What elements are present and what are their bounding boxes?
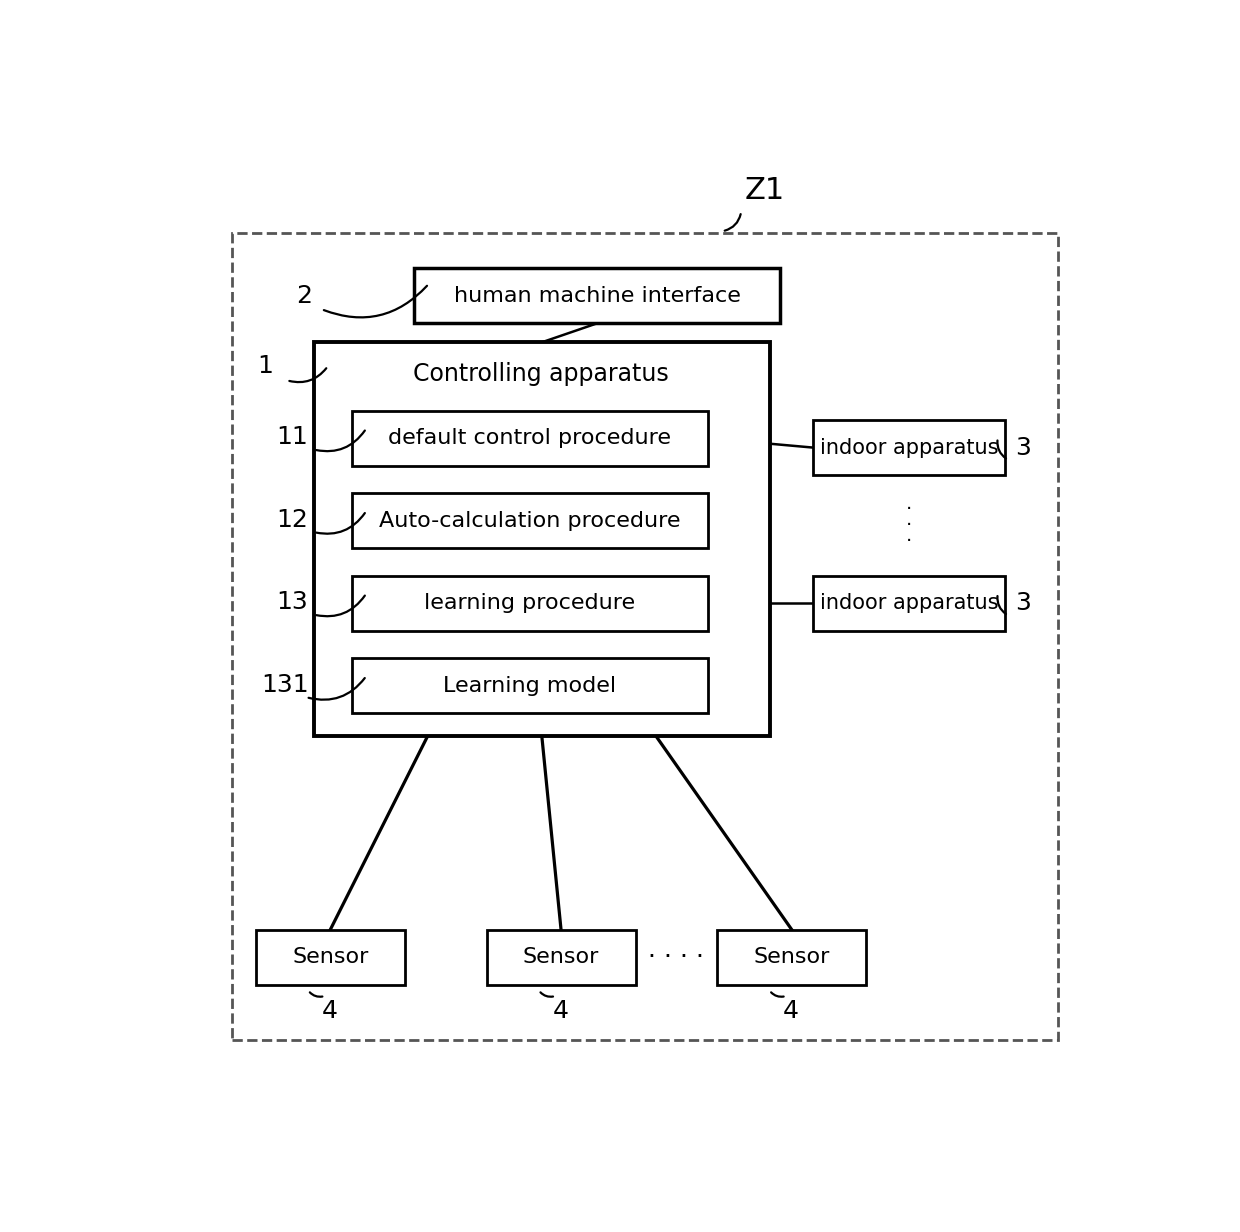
Text: Learning model: Learning model [443, 675, 616, 696]
Bar [414, 269, 780, 323]
Bar [255, 929, 404, 984]
Text: Controlling apparatus: Controlling apparatus [413, 362, 670, 386]
Bar [352, 575, 708, 631]
Text: 12: 12 [277, 508, 309, 532]
Bar [314, 342, 770, 736]
Bar [813, 420, 1006, 476]
Bar [486, 929, 635, 984]
Text: 3: 3 [1014, 591, 1030, 615]
Text: 4: 4 [553, 999, 569, 1023]
Text: 13: 13 [277, 590, 309, 615]
Bar [352, 493, 708, 548]
Text: Sensor: Sensor [523, 947, 599, 967]
Text: · · · ·: · · · · [649, 945, 704, 970]
Text: indoor apparatus: indoor apparatus [820, 437, 998, 457]
Text: 11: 11 [277, 425, 309, 450]
Text: 131: 131 [260, 673, 309, 697]
Text: 3: 3 [1014, 436, 1030, 460]
Bar [352, 658, 708, 713]
Text: learning procedure: learning procedure [424, 593, 635, 614]
Text: 1: 1 [258, 354, 274, 378]
Text: Z1: Z1 [745, 176, 785, 205]
Text: indoor apparatus: indoor apparatus [820, 593, 998, 614]
Bar [232, 233, 1059, 1040]
Bar [352, 410, 708, 466]
Text: 4: 4 [322, 999, 339, 1023]
Text: ·
·
·: · · · [906, 500, 913, 551]
Text: 4: 4 [784, 999, 800, 1023]
Text: Sensor: Sensor [754, 947, 830, 967]
Text: human machine interface: human machine interface [454, 286, 740, 306]
Text: Auto-calculation procedure: Auto-calculation procedure [379, 510, 681, 531]
Text: Sensor: Sensor [293, 947, 368, 967]
Text: default control procedure: default control procedure [388, 429, 671, 448]
Bar [813, 575, 1006, 631]
Text: 2: 2 [296, 283, 312, 308]
Bar [717, 929, 866, 984]
